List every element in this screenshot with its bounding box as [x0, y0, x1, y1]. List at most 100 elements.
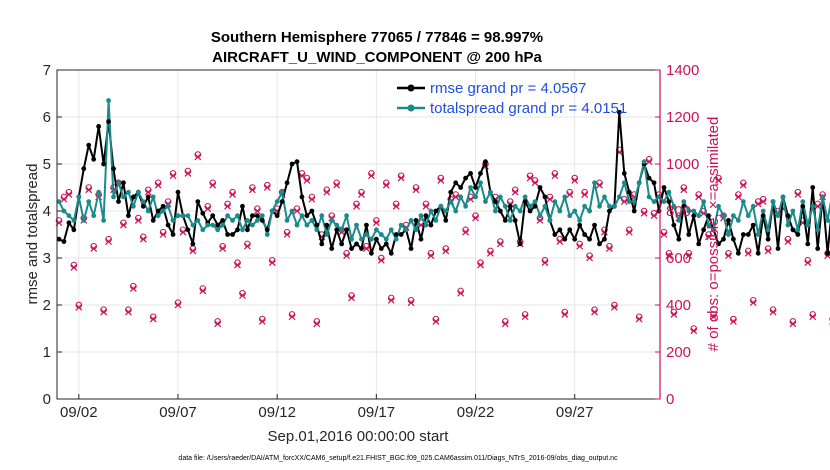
y2-tick-label: 200 — [666, 344, 691, 361]
rmse-point — [220, 218, 226, 223]
totalspread-point — [284, 218, 290, 223]
y-tick-label: 1 — [43, 344, 51, 361]
totalspread-point — [468, 185, 473, 190]
assimilated-obs-marker — [734, 193, 742, 201]
assimilated-obs-marker — [710, 313, 717, 321]
x-tick-label: 09/22 — [457, 404, 495, 421]
totalspread-point — [76, 194, 82, 200]
rmse-point — [200, 210, 206, 216]
y2-tick-label: 1400 — [666, 62, 699, 79]
rmse-point — [527, 208, 533, 214]
totalspread-point — [473, 194, 478, 200]
totalspread-point — [269, 208, 275, 214]
assimilated-obs-marker — [234, 261, 241, 269]
assimilated-obs-marker — [556, 238, 564, 245]
totalspread-point — [820, 194, 826, 200]
assimilated-obs-marker — [293, 207, 301, 215]
assimilated-obs-marker — [229, 191, 236, 198]
assimilated-obs-marker — [377, 256, 385, 264]
rmse-point — [294, 159, 300, 165]
rmse-point — [388, 250, 394, 256]
totalspread-point — [215, 227, 221, 233]
totalspread-point — [190, 222, 196, 228]
assimilated-obs-marker — [139, 235, 147, 243]
totalspread-point — [135, 189, 141, 195]
assimilated-obs-marker — [650, 212, 658, 220]
totalspread-point — [304, 222, 310, 228]
series-lines — [56, 98, 830, 256]
totalspread-point — [607, 203, 612, 209]
totalspread-point — [235, 213, 240, 219]
rmse-point — [309, 208, 315, 214]
totalspread-point — [150, 194, 156, 200]
assimilated-obs-marker — [610, 303, 618, 311]
rmse-point — [473, 185, 478, 190]
totalspread-point — [71, 218, 77, 223]
assimilated-obs-marker — [65, 191, 73, 198]
totalspread-point — [205, 222, 211, 228]
totalspread-point — [636, 180, 642, 186]
rmse-point — [676, 236, 682, 242]
rmse-point — [96, 124, 102, 129]
totalspread-point — [458, 194, 464, 200]
assimilated-obs-marker — [283, 231, 291, 238]
y-tick-label: 4 — [43, 203, 51, 220]
totalspread-point — [661, 199, 667, 205]
totalspread-point — [448, 199, 454, 205]
totalspread-point — [567, 213, 573, 219]
totalspread-point — [408, 218, 414, 223]
assimilated-obs-marker — [501, 320, 509, 328]
assimilated-obs-marker — [769, 308, 777, 316]
totalspread-point — [130, 203, 136, 209]
rmse-point — [602, 236, 607, 242]
rmse-point — [61, 239, 67, 244]
rmse-point — [334, 227, 340, 233]
assimilated-obs-marker — [258, 318, 266, 325]
assimilated-obs-marker — [660, 231, 668, 238]
totalspread-point — [279, 189, 285, 195]
data-file-footnote: data file: /Users/raeder/DAI/ATM_forcXX/… — [178, 455, 618, 462]
assimilated-obs-marker — [189, 247, 197, 255]
rmse-point — [393, 232, 399, 237]
x-tick-label: 09/12 — [258, 404, 296, 421]
rmse-point — [160, 203, 166, 209]
totalspread-point — [403, 227, 409, 233]
rmse-point — [344, 227, 349, 233]
totalspread-point — [101, 218, 107, 223]
assimilated-obs-marker — [596, 181, 603, 189]
y-tick-label: 2 — [43, 297, 51, 314]
assimilated-obs-marker — [754, 200, 762, 208]
rmse-point — [730, 236, 736, 242]
totalspread-point — [274, 199, 280, 205]
assimilated-obs-marker — [159, 231, 167, 238]
totalspread-point — [671, 203, 677, 209]
rmse-point — [755, 250, 761, 256]
totalspread-point — [701, 199, 707, 205]
rmse-point — [572, 236, 578, 242]
assimilated-obs-marker — [571, 177, 579, 184]
totalspread-point — [106, 98, 111, 103]
assimilated-obs-marker — [620, 198, 628, 206]
totalspread-point — [592, 180, 597, 186]
totalspread-point — [443, 208, 449, 214]
rmse-point — [170, 232, 176, 237]
rmse-point — [319, 241, 325, 247]
rmse-point — [413, 218, 419, 223]
assimilated-obs-marker — [372, 219, 380, 227]
rmse-point — [810, 185, 816, 190]
totalspread-point — [602, 194, 607, 200]
totalspread-point — [378, 232, 384, 237]
rmse-point — [646, 175, 652, 181]
rmse-point — [433, 208, 439, 214]
totalspread-point — [329, 218, 335, 223]
assimilated-obs-marker — [268, 259, 276, 267]
totalspread-point — [478, 180, 483, 186]
assimilated-obs-marker — [129, 285, 137, 292]
totalspread-point — [626, 199, 632, 205]
y2-tick-label: 400 — [666, 297, 691, 314]
rmse-point — [740, 232, 746, 237]
rmse-point — [349, 246, 354, 252]
totalspread-point — [537, 213, 543, 219]
rmse-point — [299, 194, 305, 200]
rmse-point — [626, 189, 632, 195]
